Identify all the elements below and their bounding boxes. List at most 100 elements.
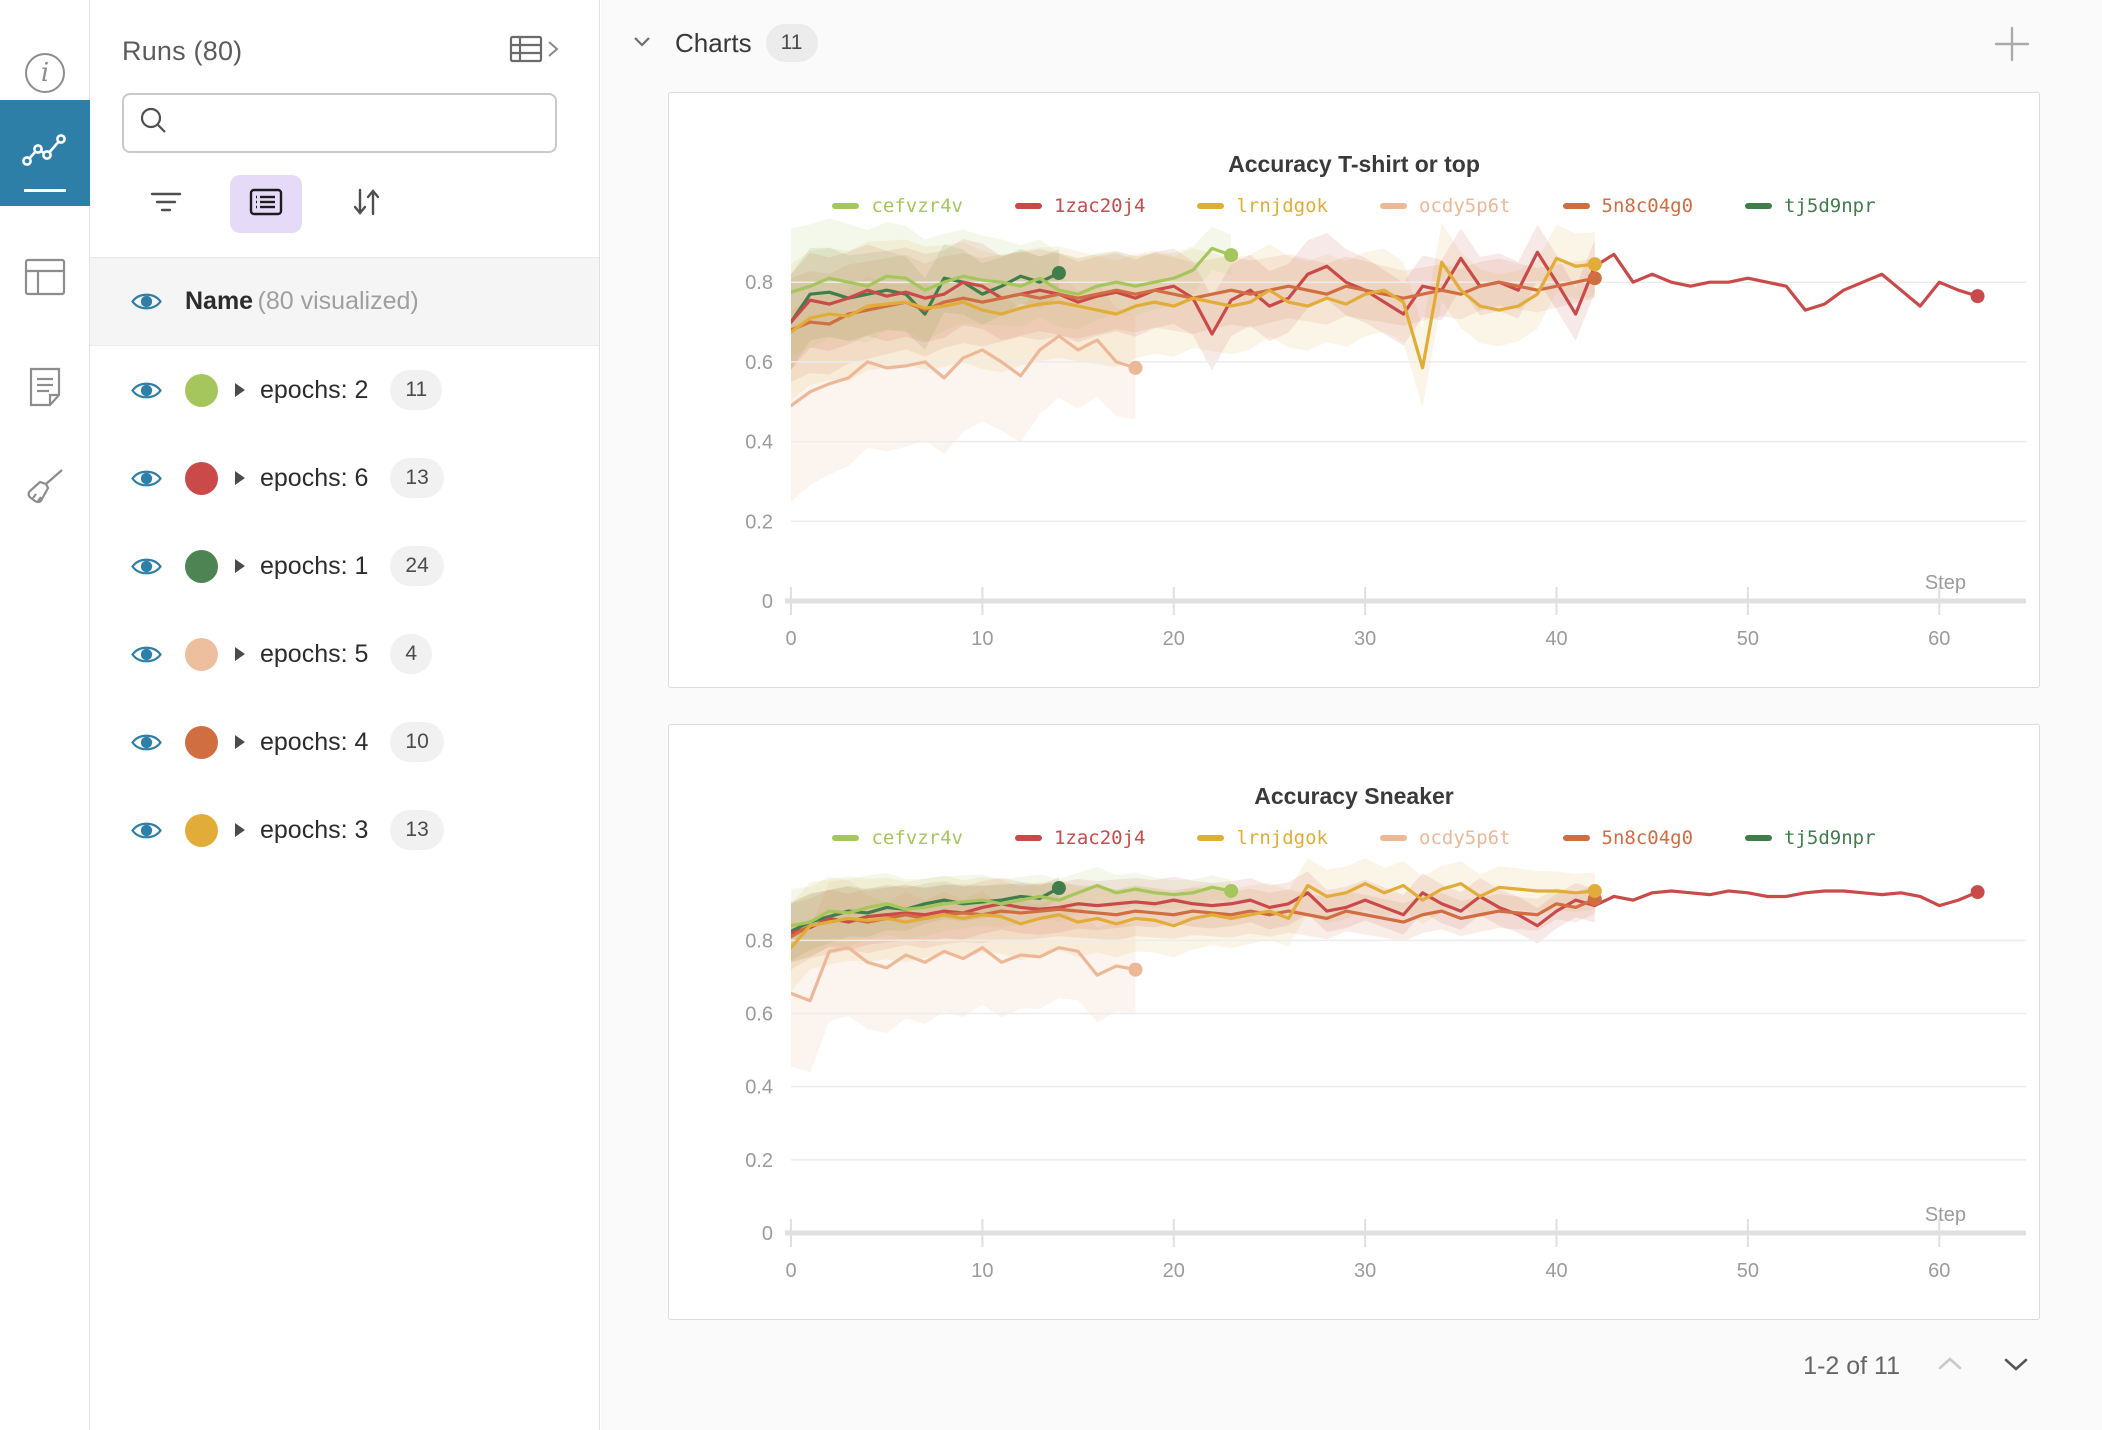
run-group-row[interactable]: epochs: 4 10 <box>90 698 599 786</box>
series-end-dot-ocdy5p6t <box>1128 962 1143 977</box>
legend-run-name: 5n8c04g0 <box>1601 195 1694 217</box>
legend-swatch <box>832 203 860 209</box>
legend-item-lrnjdgok[interactable]: lrnjdgok <box>1197 827 1328 849</box>
x-tick-label: 40 <box>1545 1260 1567 1282</box>
chart-title: Accuracy T-shirt or top <box>1228 151 1480 177</box>
y-tick-label: 0.8 <box>745 930 773 952</box>
run-group-row[interactable]: epochs: 3 13 <box>90 786 599 874</box>
run-group-label: epochs: 2 <box>260 375 369 404</box>
run-count-badge: 4 <box>390 634 433 674</box>
legend-item-cefvzr4v[interactable]: cefvzr4v <box>832 827 963 849</box>
sidebar-header: Runs (80) <box>90 0 599 69</box>
caret-right-icon[interactable] <box>234 822 246 838</box>
legend-item-ocdy5p6t[interactable]: ocdy5p6t <box>1380 195 1511 217</box>
eye-icon[interactable] <box>130 379 163 402</box>
y-tick-label: 0 <box>762 591 773 613</box>
series-end-dot-cefvzr4v <box>1224 248 1239 263</box>
series-line-cefvzr4v <box>791 883 1233 928</box>
legend-swatch <box>1014 203 1042 209</box>
legend-item-1zac20j4[interactable]: 1zac20j4 <box>1014 195 1145 217</box>
series-line-lrnjdgok <box>791 256 1597 370</box>
run-group-label: epochs: 4 <box>260 727 369 756</box>
eye-icon[interactable] <box>130 819 163 842</box>
run-group-row[interactable]: epochs: 5 4 <box>90 610 599 698</box>
x-tick-label: 50 <box>1737 1260 1759 1282</box>
series-line-1zac20j4 <box>791 889 1980 935</box>
legend-item-ocdy5p6t[interactable]: ocdy5p6t <box>1380 827 1511 849</box>
legend-item-lrnjdgok[interactable]: lrnjdgok <box>1197 195 1328 217</box>
legend-swatch <box>1562 203 1590 209</box>
rail-item-panels[interactable] <box>0 232 90 322</box>
runs-table-button[interactable] <box>509 34 561 69</box>
eye-icon[interactable] <box>130 731 163 754</box>
charts-section-header[interactable]: Charts 11 <box>629 24 818 62</box>
x-tick-label: 10 <box>971 628 993 650</box>
notes-icon <box>23 364 67 410</box>
legend-run-name: tj5d9npr <box>1784 195 1876 217</box>
y-tick-label: 0.6 <box>745 352 773 374</box>
run-group-row[interactable]: epochs: 1 24 <box>90 522 599 610</box>
chart-legend: cefvzr4v 1zac20j4 lrnjdgok ocdy5p6t 5n8c04g0… <box>669 827 2039 849</box>
eye-icon[interactable] <box>130 467 163 490</box>
run-count-badge: 13 <box>390 458 444 498</box>
legend-run-name: ocdy5p6t <box>1419 195 1511 217</box>
caret-right-icon[interactable] <box>234 382 246 398</box>
run-group-label: epochs: 5 <box>260 639 369 668</box>
y-tick-label: 0.2 <box>745 1150 773 1172</box>
eye-icon[interactable] <box>130 643 163 666</box>
sort-button[interactable] <box>330 175 402 233</box>
chart-panel[interactable]: 0 0.2 0.4 0.6 0.8 0 10 20 30 40 50 60 Step Accuracy … <box>668 92 2040 688</box>
left-rail: i <box>0 0 90 1430</box>
legend-item-tj5d9npr[interactable]: tj5d9npr <box>1745 827 1876 849</box>
caret-right-icon[interactable] <box>234 646 246 662</box>
y-tick-label: 0.2 <box>745 511 773 533</box>
info-icon: i <box>23 51 67 95</box>
page-up-button[interactable] <box>1934 1354 1966 1379</box>
rail-item-info[interactable]: i <box>0 28 90 118</box>
series-end-dot-cefvzr4v <box>1224 883 1239 898</box>
run-color-dot <box>185 637 218 671</box>
eye-icon[interactable] <box>130 290 163 313</box>
legend-item-cefvzr4v[interactable]: cefvzr4v <box>832 195 963 217</box>
series-line-1zac20j4 <box>791 250 1980 336</box>
legend-run-name: lrnjdgok <box>1236 827 1328 849</box>
rail-item-notes[interactable] <box>0 342 90 432</box>
legend-swatch <box>1197 835 1225 841</box>
rail-item-sweep[interactable] <box>0 442 90 532</box>
sort-arrows-icon <box>349 185 383 224</box>
caret-right-icon[interactable] <box>234 470 246 486</box>
chart-panel[interactable]: 0 0.2 0.4 0.6 0.8 0 10 20 30 40 50 60 Step Accuracy … <box>668 724 2040 1320</box>
run-group-row[interactable]: epochs: 2 11 <box>90 346 599 434</box>
band-ocdy5p6t <box>791 879 1136 1073</box>
add-panel-button[interactable] <box>1992 24 2032 69</box>
legend-run-name: 5n8c04g0 <box>1601 827 1694 849</box>
search-input[interactable] <box>180 110 541 136</box>
plus-icon <box>1992 24 2032 69</box>
legend-item-5n8c04g0[interactable]: 5n8c04g0 <box>1562 195 1694 217</box>
filter-button[interactable] <box>130 175 202 233</box>
name-column-label: Name <box>185 287 254 315</box>
caret-right-icon[interactable] <box>234 558 246 574</box>
band-cefvzr4v <box>791 218 1232 356</box>
run-group-row[interactable]: epochs: 6 13 <box>90 434 599 522</box>
rail-item-charts[interactable] <box>0 100 90 206</box>
runs-title: Runs (80) <box>122 36 243 66</box>
legend-item-1zac20j4[interactable]: 1zac20j4 <box>1014 827 1145 849</box>
search-box[interactable] <box>122 93 557 153</box>
legend-run-name: cefvzr4v <box>871 195 963 217</box>
eye-icon[interactable] <box>130 555 163 578</box>
legend-item-tj5d9npr[interactable]: tj5d9npr <box>1745 195 1876 217</box>
visualized-row[interactable]: Name (80 visualized) <box>90 258 599 346</box>
series-end-dot-ocdy5p6t <box>1128 360 1143 375</box>
x-tick-label: 20 <box>1163 628 1185 650</box>
y-tick-label: 0.6 <box>745 1004 773 1026</box>
list-view-button[interactable] <box>230 175 302 233</box>
filter-row <box>130 175 599 233</box>
caret-right-icon[interactable] <box>234 734 246 750</box>
legend-item-5n8c04g0[interactable]: 5n8c04g0 <box>1562 827 1694 849</box>
series-end-dot-tj5d9npr <box>1051 881 1066 896</box>
legend-swatch <box>1014 835 1042 841</box>
page-down-button[interactable] <box>2000 1354 2032 1379</box>
run-count-badge: 13 <box>390 810 444 850</box>
search-icon <box>138 105 170 142</box>
